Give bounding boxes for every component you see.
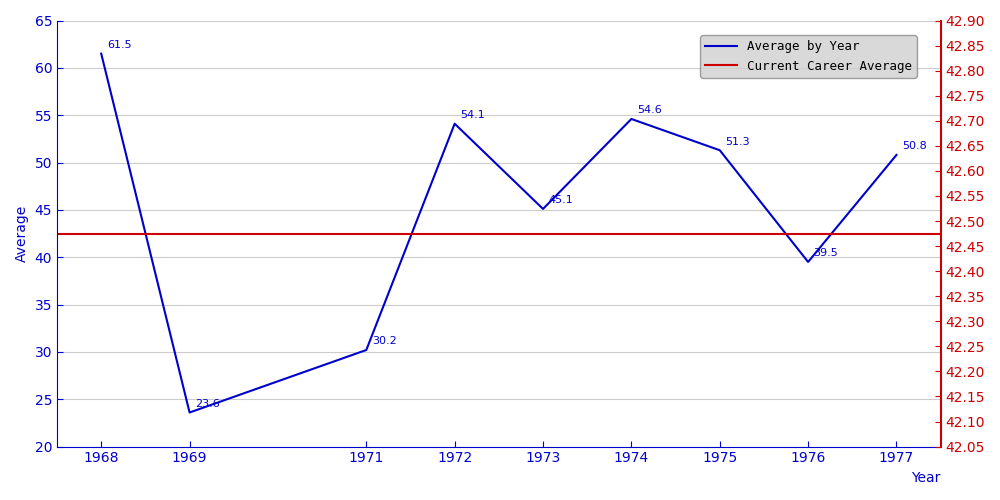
Legend: Average by Year, Current Career Average: Average by Year, Current Career Average (700, 36, 917, 78)
Text: 54.6: 54.6 (637, 106, 662, 116)
Average by Year (360, 347, 372, 353)
Average by Year (95, 50, 107, 56)
Text: 39.5: 39.5 (814, 248, 838, 258)
X-axis label: Year: Year (911, 471, 941, 485)
Average by Year (890, 152, 902, 158)
Average by Year (537, 206, 549, 212)
Text: 23.6: 23.6 (195, 399, 220, 409)
Text: 54.1: 54.1 (460, 110, 485, 120)
Text: 61.5: 61.5 (107, 40, 131, 50)
Average by Year (184, 410, 196, 416)
Text: 50.8: 50.8 (902, 142, 927, 152)
Average by Year (714, 147, 726, 153)
Text: 30.2: 30.2 (372, 336, 397, 346)
Average by Year (802, 259, 814, 265)
Line: Average by Year: Average by Year (101, 54, 896, 412)
Text: 45.1: 45.1 (549, 196, 573, 205)
Average by Year (449, 120, 461, 126)
Text: 51.3: 51.3 (725, 136, 750, 146)
Y-axis label: Average: Average (15, 205, 29, 262)
Average by Year (625, 116, 637, 122)
